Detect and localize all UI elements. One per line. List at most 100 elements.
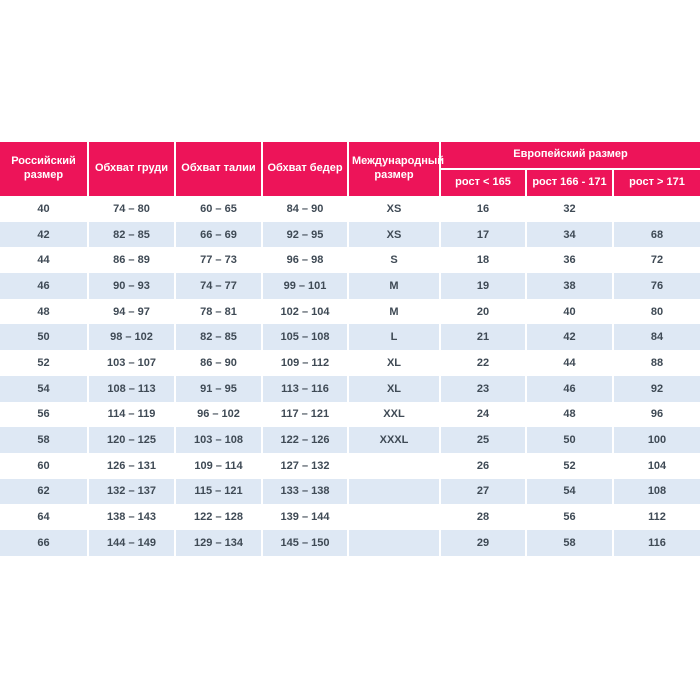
table-cell: M	[347, 273, 440, 299]
header-russian-size: Российский размер	[0, 142, 88, 196]
table-cell: 88	[612, 350, 700, 376]
size-chart-body: 40 74 – 80 60 – 65 84 – 90 XS 16 32 42 82 – 85 66…	[0, 196, 700, 556]
table-cell: 46	[525, 375, 613, 402]
table-cell: 66 – 69	[174, 221, 262, 248]
table-cell: 144 – 149	[87, 529, 175, 556]
size-chart: Российский размер Обхват груди Обхват та…	[0, 142, 700, 556]
table-cell: 102 – 104	[261, 298, 348, 325]
table-cell: 44	[525, 350, 613, 376]
table-cell	[347, 478, 440, 505]
table-cell: XS	[347, 221, 440, 248]
table-cell: 92	[612, 375, 700, 402]
table-row: 40 74 – 80 60 – 65 84 – 90 XS 16 32	[0, 196, 700, 222]
table-row: 42 82 – 85 66 – 69 92 – 95 XS 17 34 68	[0, 221, 700, 248]
table-cell: 50	[0, 324, 88, 351]
table-cell: 96 – 102	[174, 401, 262, 428]
table-cell: 120 – 125	[87, 427, 175, 453]
table-cell: 92 – 95	[261, 221, 348, 248]
table-cell: 90 – 93	[87, 273, 175, 299]
table-cell: 104	[612, 452, 700, 479]
table-cell: 112	[612, 504, 700, 530]
table-cell: 42	[525, 324, 613, 351]
header-hips: Обхват бедер	[261, 142, 348, 196]
table-cell: 72	[612, 247, 700, 274]
table-cell: 64	[0, 504, 88, 530]
table-cell: 66	[0, 529, 88, 556]
table-cell: XL	[347, 375, 440, 402]
table-cell: 42	[0, 221, 88, 248]
table-row: 48 94 – 97 78 – 81 102 – 104 M 20 40 80	[0, 298, 700, 325]
table-cell: 114 – 119	[87, 401, 175, 428]
table-cell: 56	[525, 504, 613, 530]
table-cell: 84	[612, 324, 700, 351]
table-cell: 24	[439, 401, 526, 428]
table-cell: XS	[347, 196, 440, 222]
table-cell: 27	[439, 478, 526, 505]
table-cell: XXL	[347, 401, 440, 428]
table-row: 46 90 – 93 74 – 77 99 – 101 M 19 38 76	[0, 273, 700, 299]
table-cell: 133 – 138	[261, 478, 348, 505]
table-cell: 103 – 108	[174, 427, 262, 453]
table-cell: 138 – 143	[87, 504, 175, 530]
table-row: 58 120 – 125 103 – 108 122 – 126 XXXL 25 50 100	[0, 427, 700, 453]
table-cell: L	[347, 324, 440, 351]
table-cell: 103 – 107	[87, 350, 175, 376]
header-height-over-171: рост > 171	[612, 169, 700, 196]
table-cell: 36	[525, 247, 613, 274]
size-chart-table: Российский размер Обхват груди Обхват та…	[0, 142, 700, 556]
table-cell: 139 – 144	[261, 504, 348, 530]
table-cell: 60	[0, 452, 88, 479]
table-cell: 96	[612, 401, 700, 428]
table-cell: 126 – 131	[87, 452, 175, 479]
table-cell: 48	[0, 298, 88, 325]
table-row: 66 144 – 149 129 – 134 145 – 150 29 58 116	[0, 529, 700, 556]
table-cell: 60 – 65	[174, 196, 262, 222]
table-row: 64 138 – 143 122 – 128 139 – 144 28 56 112	[0, 504, 700, 530]
table-cell: M	[347, 298, 440, 325]
table-cell: 84 – 90	[261, 196, 348, 222]
table-cell: 76	[612, 273, 700, 299]
table-cell: 62	[0, 478, 88, 505]
table-cell: XL	[347, 350, 440, 376]
table-cell: 20	[439, 298, 526, 325]
table-cell: 86 – 90	[174, 350, 262, 376]
table-cell: 32	[525, 196, 613, 222]
size-chart-header: Российский размер Обхват груди Обхват та…	[0, 142, 700, 196]
table-cell: 96 – 98	[261, 247, 348, 274]
header-height-166-171: рост 166 - 171	[525, 169, 613, 196]
table-cell: 52	[0, 350, 88, 376]
table-cell: S	[347, 247, 440, 274]
table-cell: 129 – 134	[174, 529, 262, 556]
table-cell: 122 – 126	[261, 427, 348, 453]
table-cell: 86 – 89	[87, 247, 175, 274]
table-row: 56 114 – 119 96 – 102 117 – 121 XXL 24 48 96	[0, 401, 700, 428]
table-cell: 99 – 101	[261, 273, 348, 299]
table-row: 62 132 – 137 115 – 121 133 – 138 27 54 108	[0, 478, 700, 505]
table-cell: 23	[439, 375, 526, 402]
table-cell: 113 – 116	[261, 375, 348, 402]
header-international-size: Международный размер	[347, 142, 444, 196]
table-cell: 58	[525, 529, 613, 556]
table-cell	[612, 196, 700, 222]
table-cell: 17	[439, 221, 526, 248]
table-cell: 117 – 121	[261, 401, 348, 428]
table-cell: 40	[525, 298, 613, 325]
table-row: 44 86 – 89 77 – 73 96 – 98 S 18 36 72	[0, 247, 700, 274]
table-cell: 48	[525, 401, 613, 428]
table-cell: 74 – 77	[174, 273, 262, 299]
table-cell	[347, 529, 440, 556]
table-cell: 115 – 121	[174, 478, 262, 505]
header-waist: Обхват талии	[174, 142, 262, 196]
table-cell	[347, 504, 440, 530]
table-cell: 58	[0, 427, 88, 453]
header-european-size-group: Европейский размер	[439, 142, 700, 170]
table-cell: 52	[525, 452, 613, 479]
table-row: 52 103 – 107 86 – 90 109 – 112 XL 22 44 88	[0, 350, 700, 376]
table-cell: 21	[439, 324, 526, 351]
table-cell: 46	[0, 273, 88, 299]
table-cell: 122 – 128	[174, 504, 262, 530]
table-cell: 109 – 114	[174, 452, 262, 479]
table-cell: 68	[612, 221, 700, 248]
table-cell: 94 – 97	[87, 298, 175, 325]
table-cell: 127 – 132	[261, 452, 348, 479]
